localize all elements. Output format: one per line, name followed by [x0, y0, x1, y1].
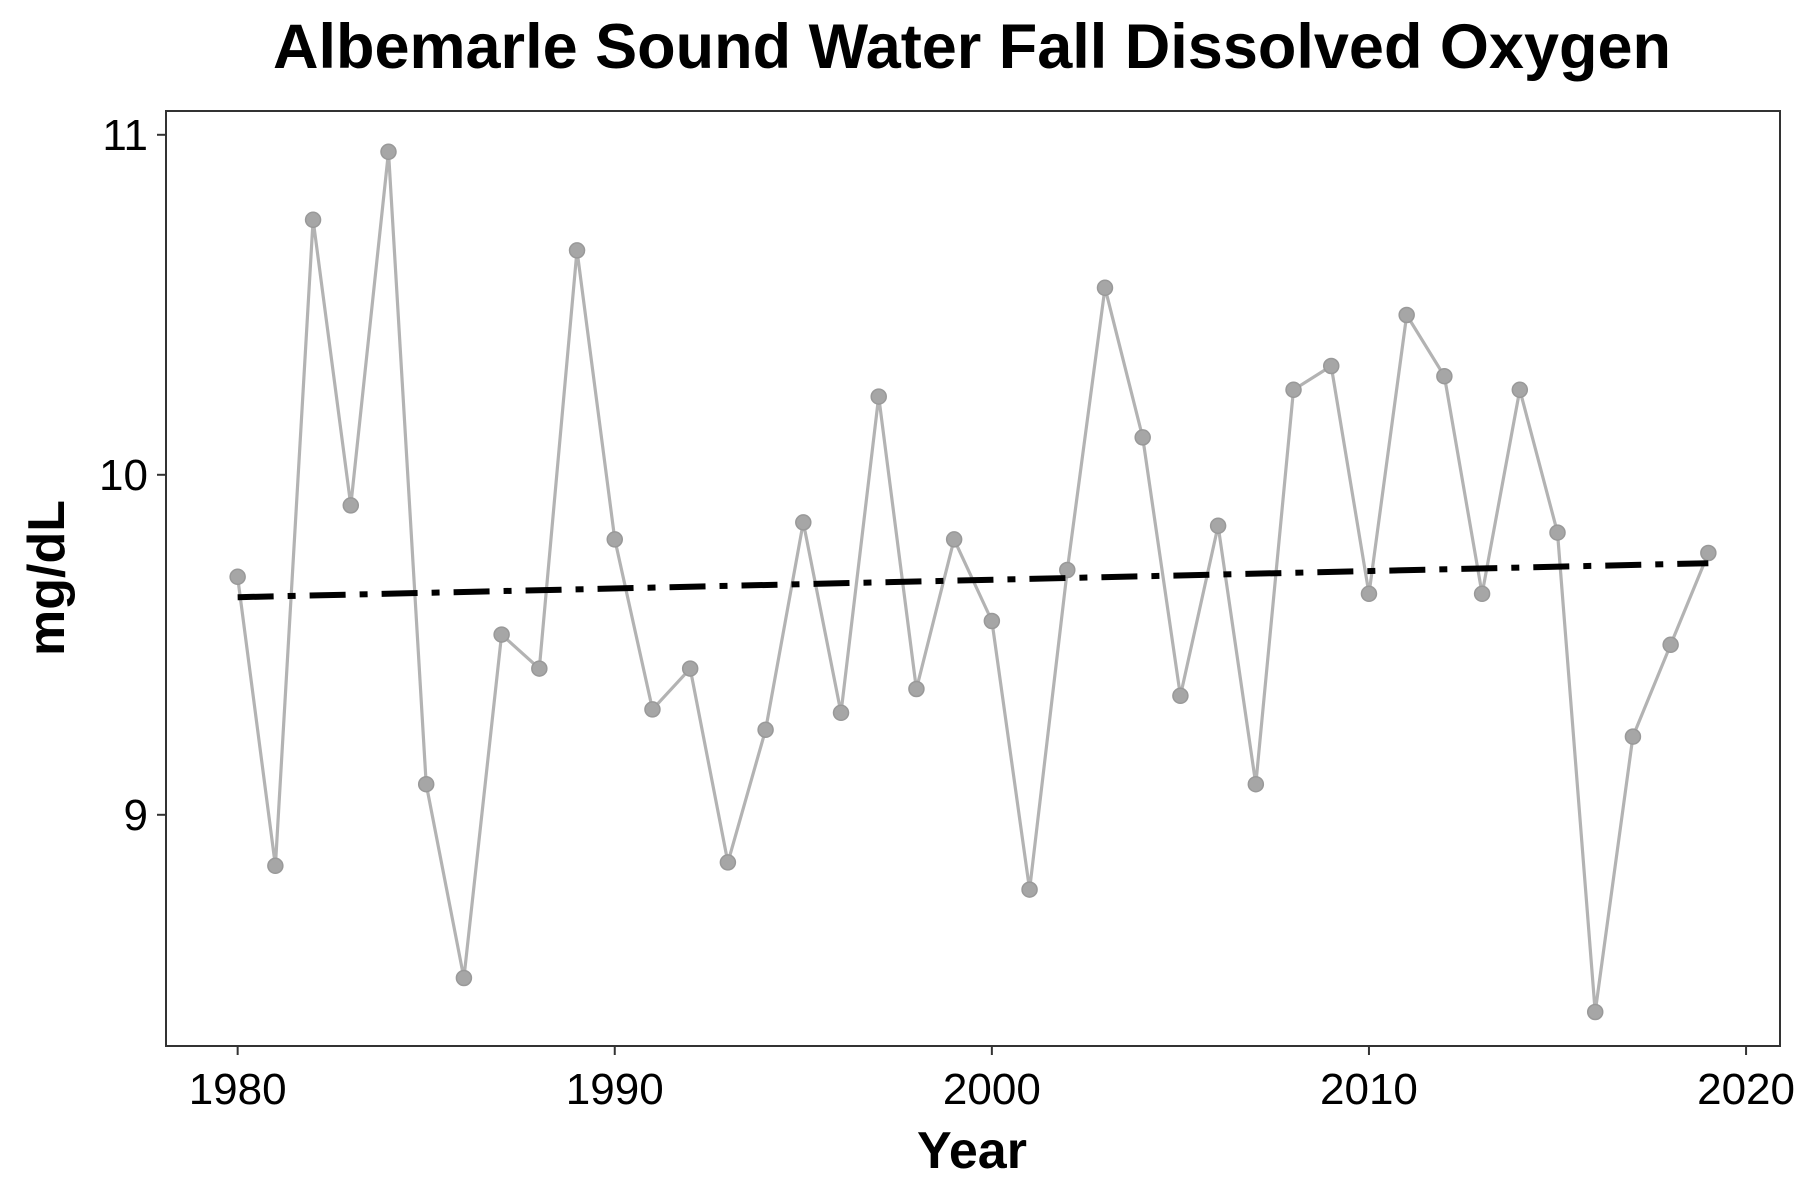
- data-point: [531, 660, 548, 677]
- trend-line: [237, 560, 1709, 601]
- data-point: [1209, 517, 1227, 535]
- data-point: [342, 497, 360, 514]
- data-point: [417, 775, 435, 793]
- x-axis: 1980 1990 2000 2010 2020: [189, 1046, 1795, 1114]
- data-point: [455, 969, 473, 987]
- data-point: [606, 531, 624, 548]
- x-tick-label: 2020: [1697, 1065, 1795, 1114]
- data-point: [1511, 381, 1529, 399]
- y-axis-title: mg/dL: [18, 500, 76, 656]
- y-tick-label: 11: [102, 111, 148, 160]
- y-tick-label: 10: [99, 451, 148, 500]
- x-tick-label: 1990: [566, 1065, 664, 1114]
- data-point: [908, 680, 925, 698]
- data-point: [1134, 429, 1151, 446]
- x-tick-label: 2010: [1320, 1065, 1418, 1114]
- data-point: [870, 388, 887, 405]
- trend-layer: [237, 560, 1709, 601]
- data-point: [757, 721, 774, 739]
- x-tick-label: 2000: [943, 1065, 1041, 1114]
- data-point: [681, 660, 699, 677]
- data-point: [795, 514, 812, 531]
- data-point: [304, 211, 322, 229]
- data-point: [267, 857, 284, 875]
- data-point: [1096, 279, 1114, 297]
- x-axis-title: Year: [917, 1122, 1027, 1180]
- data-point: [493, 626, 510, 643]
- data-point: [1021, 881, 1038, 898]
- data-point: [1285, 381, 1302, 399]
- data-point: [1059, 561, 1076, 579]
- data-point: [719, 854, 737, 871]
- data-point: [1398, 306, 1415, 324]
- data-point: [229, 568, 246, 586]
- data-point: [983, 612, 1001, 630]
- data-point: [1549, 524, 1566, 541]
- data-point: [945, 531, 963, 548]
- data-point: [1662, 636, 1679, 654]
- data-point: [1624, 728, 1642, 745]
- y-axis: 9 10 11: [99, 111, 166, 840]
- data-point: [1322, 357, 1340, 375]
- data-point: [1172, 687, 1189, 705]
- data-point: [1586, 1003, 1604, 1021]
- data-point: [1436, 367, 1453, 385]
- data-point: [1360, 585, 1378, 603]
- data-point: [644, 701, 661, 718]
- data-point: [380, 143, 397, 161]
- chart-title: Albemarle Sound Water Fall Dissolved Oxy…: [273, 12, 1671, 82]
- data-point: [832, 704, 850, 722]
- data-point: [1700, 544, 1717, 562]
- y-tick-label: 9: [124, 791, 148, 840]
- data-point: [1473, 585, 1491, 603]
- data-point: [1247, 775, 1265, 793]
- data-point: [568, 242, 586, 259]
- x-tick-label: 1980: [189, 1065, 287, 1114]
